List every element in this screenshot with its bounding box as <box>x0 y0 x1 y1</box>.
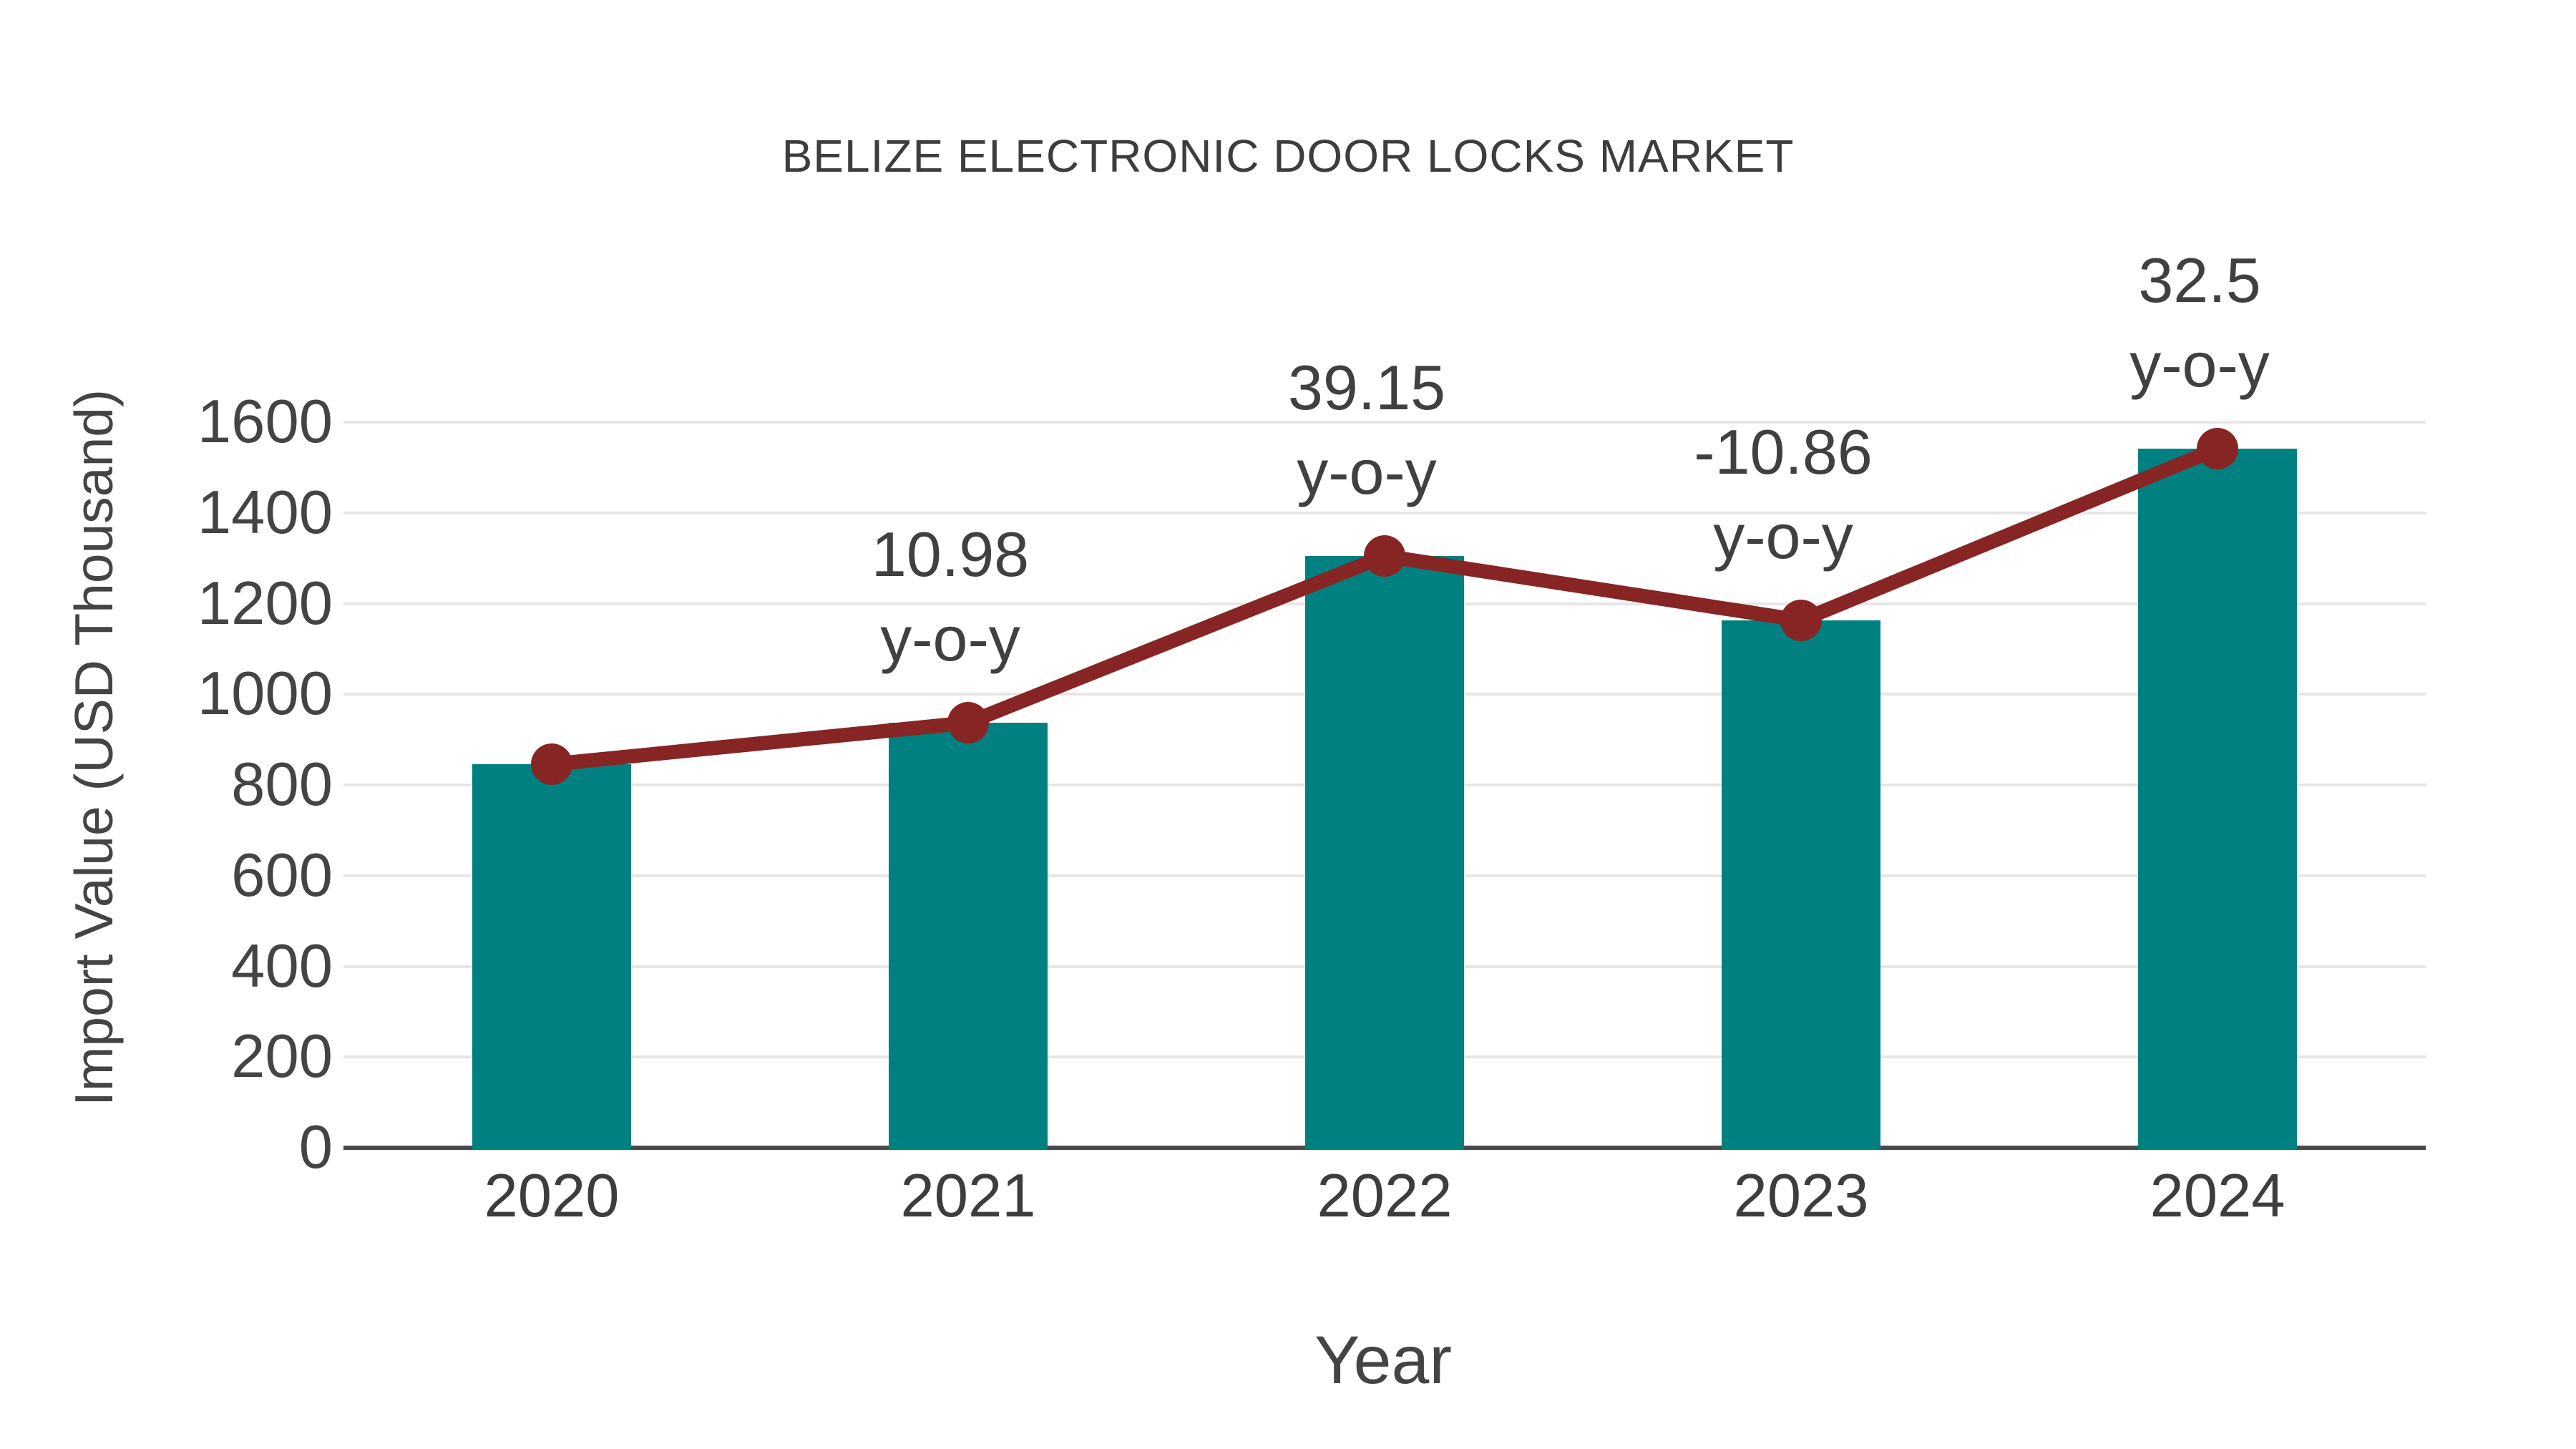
annotation-2022: 39.15 y-o-y <box>1134 346 1599 514</box>
annotation-value: 32.5 <box>2138 245 2261 316</box>
annotation-value: 10.98 <box>871 519 1030 590</box>
annotation-2021: 10.98 y-o-y <box>718 512 1183 681</box>
bar-2023 <box>1722 620 1880 1150</box>
annotation-label: y-o-y <box>1713 501 1853 572</box>
y-tick-label-400: 400 <box>231 932 333 1000</box>
bar-2022 <box>1305 556 1464 1150</box>
data-point-marker-2020 <box>531 743 572 785</box>
annotation-2024: 32.5 y-o-y <box>1967 238 2432 407</box>
y-tick-label-1400: 1400 <box>197 479 333 547</box>
x-tick-label-2020: 2020 <box>484 1162 620 1230</box>
data-point-marker-2021 <box>947 702 989 743</box>
gridline-y-1600 <box>343 421 2426 424</box>
gridline-y-1400 <box>343 512 2426 514</box>
annotation-label: y-o-y <box>880 603 1020 674</box>
bar-2020 <box>472 764 631 1150</box>
y-tick-label-200: 200 <box>231 1023 333 1091</box>
y-tick-label-600: 600 <box>231 841 333 909</box>
x-tick-label-2021: 2021 <box>900 1162 1036 1230</box>
y-tick-label-800: 800 <box>231 751 333 819</box>
data-point-marker-2022 <box>1364 535 1405 577</box>
y-tick-label-0: 0 <box>298 1113 333 1181</box>
x-tick-label-2022: 2022 <box>1317 1162 1453 1230</box>
bar-2024 <box>2138 449 2297 1150</box>
annotation-label: y-o-y <box>1297 436 1437 507</box>
annotation-label: y-o-y <box>2129 329 2270 400</box>
annotation-2023: -10.86 y-o-y <box>1551 410 2016 579</box>
x-tick-label-2024: 2024 <box>2150 1162 2285 1230</box>
data-point-marker-2023 <box>1780 600 1822 641</box>
y-tick-label-1200: 1200 <box>197 570 333 638</box>
bar-2021 <box>889 723 1048 1150</box>
x-tick-label-2023: 2023 <box>1733 1162 1869 1230</box>
x-axis-title: Year <box>1314 1322 1452 1398</box>
y-tick-label-1000: 1000 <box>197 660 333 728</box>
annotation-value: 39.15 <box>1287 352 1446 423</box>
chart-title: BELIZE ELECTRONIC DOOR LOCKS MARKET <box>781 130 1795 182</box>
annotation-value: -10.86 <box>1694 416 1873 487</box>
y-tick-label-1600: 1600 <box>197 388 333 456</box>
data-point-marker-2024 <box>2197 428 2238 469</box>
